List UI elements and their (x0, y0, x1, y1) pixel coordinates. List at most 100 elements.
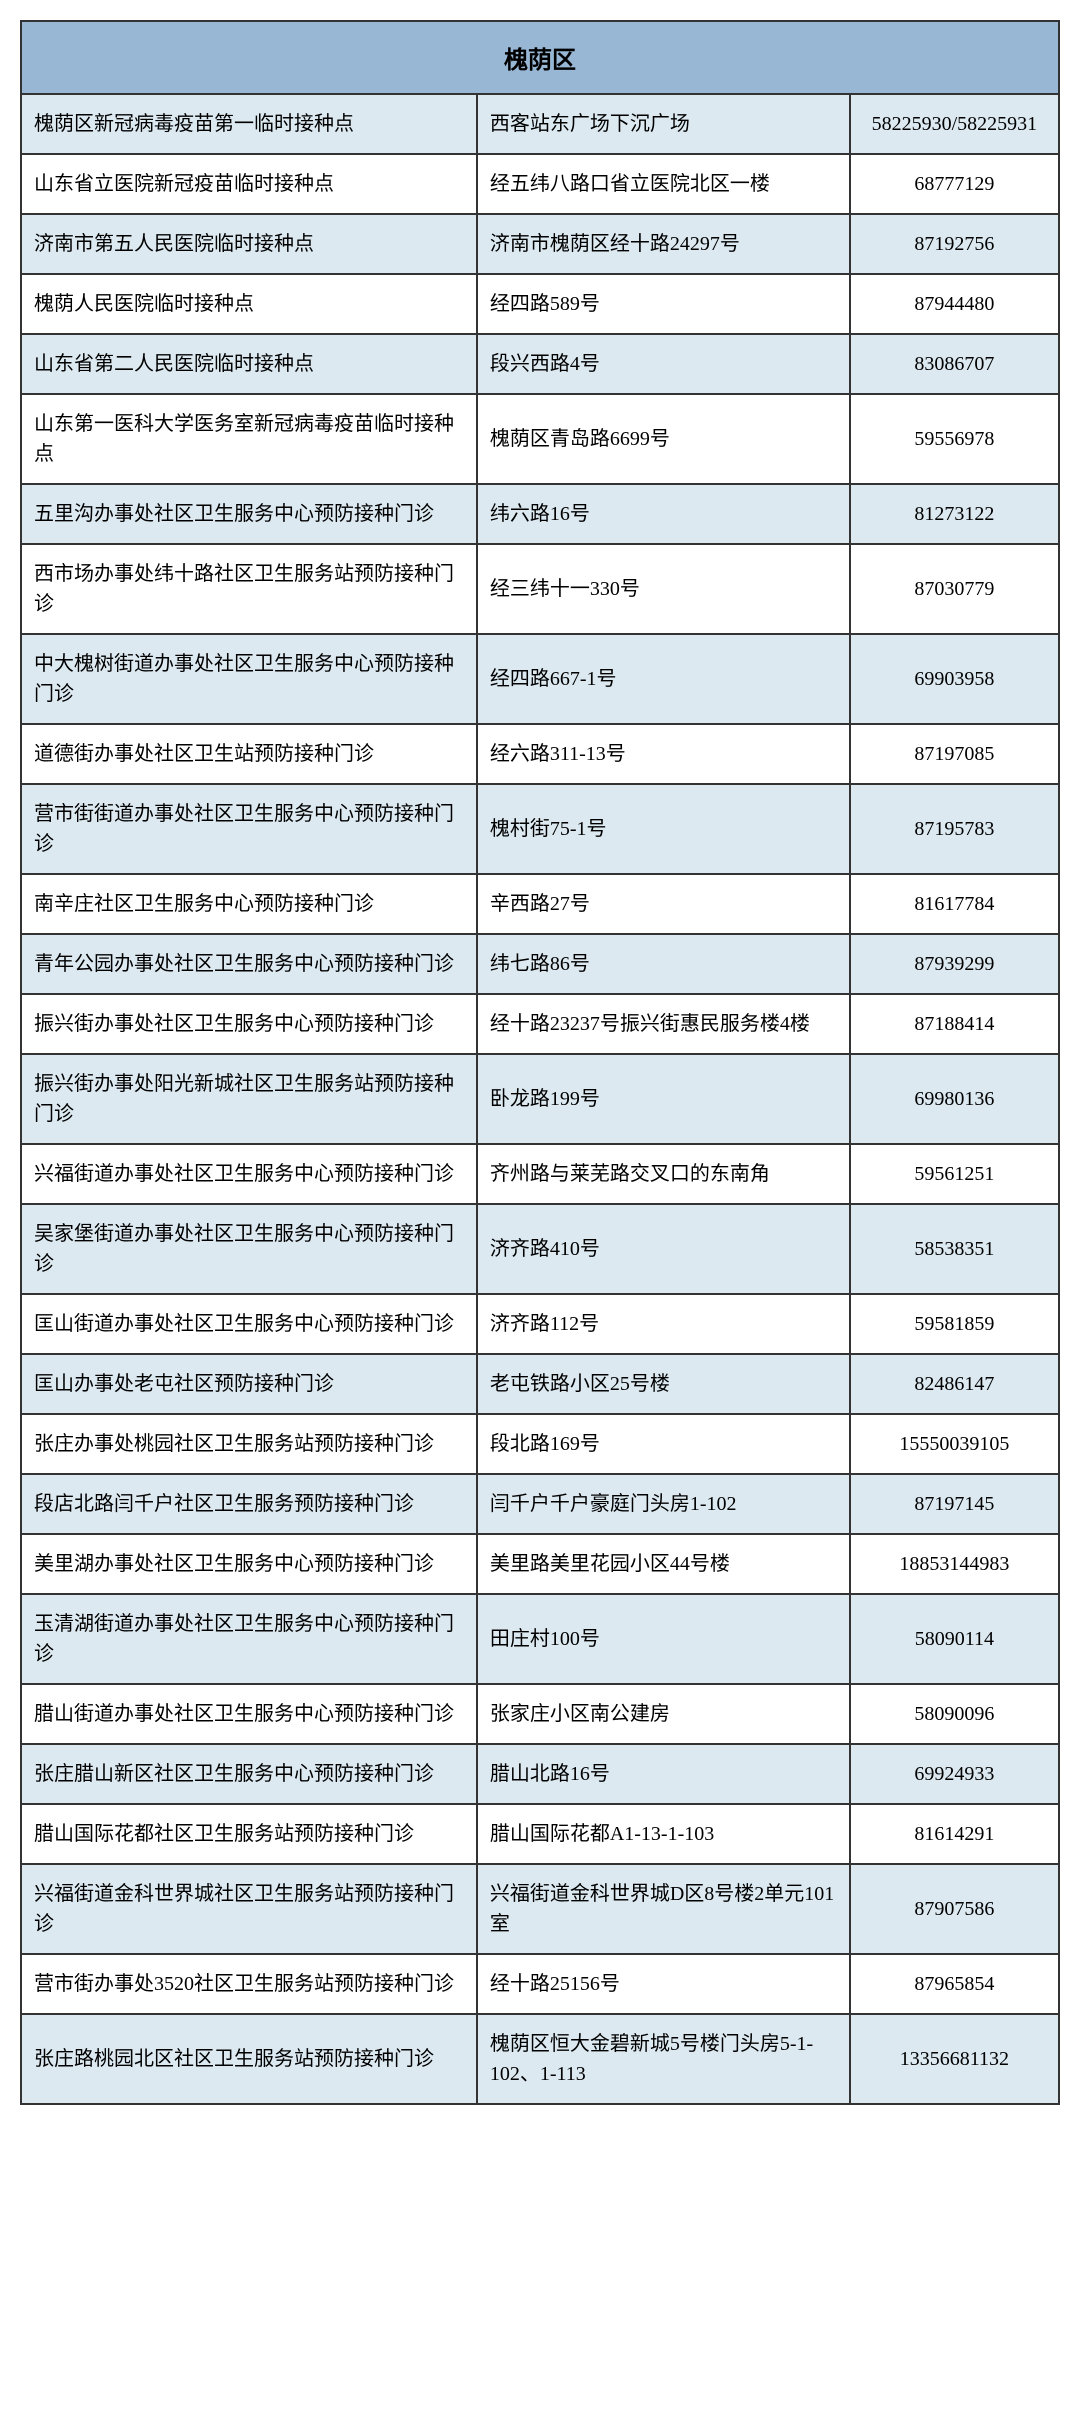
site-name-cell: 兴福街道办事处社区卫生服务中心预防接种门诊 (22, 1145, 478, 1203)
site-phone-cell: 81617784 (851, 875, 1058, 933)
site-address-cell: 经五纬八路口省立医院北区一楼 (478, 155, 851, 213)
site-name-cell: 山东省立医院新冠疫苗临时接种点 (22, 155, 478, 213)
site-phone-cell: 87192756 (851, 215, 1058, 273)
table-row: 道德街办事处社区卫生站预防接种门诊经六路311-13号87197085 (22, 725, 1058, 785)
site-address-cell: 齐州路与莱芜路交叉口的东南角 (478, 1145, 851, 1203)
table-row: 张庄办事处桃园社区卫生服务站预防接种门诊段北路169号15550039105 (22, 1415, 1058, 1475)
table-row: 兴福街道办事处社区卫生服务中心预防接种门诊齐州路与莱芜路交叉口的东南角59561… (22, 1145, 1058, 1205)
site-phone-cell: 69924933 (851, 1745, 1058, 1803)
site-phone-cell: 15550039105 (851, 1415, 1058, 1473)
site-name-cell: 张庄腊山新区社区卫生服务中心预防接种门诊 (22, 1745, 478, 1803)
site-name-cell: 兴福街道金科世界城社区卫生服务站预防接种门诊 (22, 1865, 478, 1953)
site-address-cell: 闫千户千户豪庭门头房1-102 (478, 1475, 851, 1533)
table-row: 营市街办事处3520社区卫生服务站预防接种门诊经十路25156号87965854 (22, 1955, 1058, 2015)
site-name-cell: 张庄路桃园北区社区卫生服务站预防接种门诊 (22, 2015, 478, 2103)
site-address-cell: 经十路25156号 (478, 1955, 851, 2013)
site-phone-cell: 69903958 (851, 635, 1058, 723)
site-phone-cell: 58538351 (851, 1205, 1058, 1293)
site-phone-cell: 87944480 (851, 275, 1058, 333)
site-address-cell: 经四路589号 (478, 275, 851, 333)
site-phone-cell: 82486147 (851, 1355, 1058, 1413)
table-row: 山东省立医院新冠疫苗临时接种点经五纬八路口省立医院北区一楼68777129 (22, 155, 1058, 215)
table-row: 兴福街道金科世界城社区卫生服务站预防接种门诊兴福街道金科世界城D区8号楼2单元1… (22, 1865, 1058, 1955)
table-header: 槐荫区 (22, 22, 1058, 95)
site-name-cell: 营市街街道办事处社区卫生服务中心预防接种门诊 (22, 785, 478, 873)
site-name-cell: 青年公园办事处社区卫生服务中心预防接种门诊 (22, 935, 478, 993)
site-name-cell: 中大槐树街道办事处社区卫生服务中心预防接种门诊 (22, 635, 478, 723)
site-phone-cell: 87965854 (851, 1955, 1058, 2013)
site-address-cell: 经四路667-1号 (478, 635, 851, 723)
table-row: 腊山街道办事处社区卫生服务中心预防接种门诊张家庄小区南公建房58090096 (22, 1685, 1058, 1745)
site-phone-cell: 87188414 (851, 995, 1058, 1053)
site-name-cell: 营市街办事处3520社区卫生服务站预防接种门诊 (22, 1955, 478, 2013)
site-address-cell: 经六路311-13号 (478, 725, 851, 783)
site-name-cell: 济南市第五人民医院临时接种点 (22, 215, 478, 273)
site-name-cell: 南辛庄社区卫生服务中心预防接种门诊 (22, 875, 478, 933)
table-row: 青年公园办事处社区卫生服务中心预防接种门诊纬七路86号87939299 (22, 935, 1058, 995)
site-address-cell: 卧龙路199号 (478, 1055, 851, 1143)
site-phone-cell: 83086707 (851, 335, 1058, 393)
table-row: 西市场办事处纬十路社区卫生服务站预防接种门诊经三纬十一330号87030779 (22, 545, 1058, 635)
site-address-cell: 纬六路16号 (478, 485, 851, 543)
site-name-cell: 匡山街道办事处社区卫生服务中心预防接种门诊 (22, 1295, 478, 1353)
site-name-cell: 振兴街办事处社区卫生服务中心预防接种门诊 (22, 995, 478, 1053)
site-name-cell: 五里沟办事处社区卫生服务中心预防接种门诊 (22, 485, 478, 543)
site-name-cell: 山东省第二人民医院临时接种点 (22, 335, 478, 393)
site-address-cell: 济齐路410号 (478, 1205, 851, 1293)
site-phone-cell: 87197085 (851, 725, 1058, 783)
site-address-cell: 济南市槐荫区经十路24297号 (478, 215, 851, 273)
table-row: 匡山办事处老屯社区预防接种门诊老屯铁路小区25号楼82486147 (22, 1355, 1058, 1415)
site-address-cell: 美里路美里花园小区44号楼 (478, 1535, 851, 1593)
site-phone-cell: 87907586 (851, 1865, 1058, 1953)
table-row: 五里沟办事处社区卫生服务中心预防接种门诊纬六路16号81273122 (22, 485, 1058, 545)
site-name-cell: 腊山街道办事处社区卫生服务中心预防接种门诊 (22, 1685, 478, 1743)
site-name-cell: 道德街办事处社区卫生站预防接种门诊 (22, 725, 478, 783)
table-row: 腊山国际花都社区卫生服务站预防接种门诊腊山国际花都A1-13-1-1038161… (22, 1805, 1058, 1865)
site-address-cell: 兴福街道金科世界城D区8号楼2单元101室 (478, 1865, 851, 1953)
site-name-cell: 段店北路闫千户社区卫生服务预防接种门诊 (22, 1475, 478, 1533)
table-row: 吴家堡街道办事处社区卫生服务中心预防接种门诊济齐路410号58538351 (22, 1205, 1058, 1295)
site-name-cell: 吴家堡街道办事处社区卫生服务中心预防接种门诊 (22, 1205, 478, 1293)
site-name-cell: 腊山国际花都社区卫生服务站预防接种门诊 (22, 1805, 478, 1863)
table-row: 南辛庄社区卫生服务中心预防接种门诊辛西路27号81617784 (22, 875, 1058, 935)
site-phone-cell: 59581859 (851, 1295, 1058, 1353)
site-address-cell: 老屯铁路小区25号楼 (478, 1355, 851, 1413)
site-name-cell: 玉清湖街道办事处社区卫生服务中心预防接种门诊 (22, 1595, 478, 1683)
site-name-cell: 振兴街办事处阳光新城社区卫生服务站预防接种门诊 (22, 1055, 478, 1143)
table-body: 槐荫区新冠病毒疫苗第一临时接种点西客站东广场下沉广场58225930/58225… (22, 95, 1058, 2103)
table-row: 中大槐树街道办事处社区卫生服务中心预防接种门诊经四路667-1号69903958 (22, 635, 1058, 725)
site-address-cell: 张家庄小区南公建房 (478, 1685, 851, 1743)
site-address-cell: 经三纬十一330号 (478, 545, 851, 633)
table-row: 振兴街办事处社区卫生服务中心预防接种门诊经十路23237号振兴街惠民服务楼4楼8… (22, 995, 1058, 1055)
table-row: 振兴街办事处阳光新城社区卫生服务站预防接种门诊卧龙路199号69980136 (22, 1055, 1058, 1145)
table-row: 槐荫区新冠病毒疫苗第一临时接种点西客站东广场下沉广场58225930/58225… (22, 95, 1058, 155)
site-address-cell: 槐荫区青岛路6699号 (478, 395, 851, 483)
table-row: 美里湖办事处社区卫生服务中心预防接种门诊美里路美里花园小区44号楼1885314… (22, 1535, 1058, 1595)
site-phone-cell: 59561251 (851, 1145, 1058, 1203)
site-address-cell: 田庄村100号 (478, 1595, 851, 1683)
site-phone-cell: 87195783 (851, 785, 1058, 873)
table-row: 山东省第二人民医院临时接种点段兴西路4号83086707 (22, 335, 1058, 395)
site-address-cell: 腊山国际花都A1-13-1-103 (478, 1805, 851, 1863)
site-address-cell: 腊山北路16号 (478, 1745, 851, 1803)
site-address-cell: 槐荫区恒大金碧新城5号楼门头房5-1-102、1-113 (478, 2015, 851, 2103)
table-row: 段店北路闫千户社区卫生服务预防接种门诊闫千户千户豪庭门头房1-102871971… (22, 1475, 1058, 1535)
site-phone-cell: 87030779 (851, 545, 1058, 633)
site-address-cell: 段兴西路4号 (478, 335, 851, 393)
table-row: 济南市第五人民医院临时接种点济南市槐荫区经十路24297号87192756 (22, 215, 1058, 275)
site-phone-cell: 13356681132 (851, 2015, 1058, 2103)
site-name-cell: 美里湖办事处社区卫生服务中心预防接种门诊 (22, 1535, 478, 1593)
vaccination-sites-table: 槐荫区 槐荫区新冠病毒疫苗第一临时接种点西客站东广场下沉广场58225930/5… (20, 20, 1060, 2105)
table-row: 营市街街道办事处社区卫生服务中心预防接种门诊槐村街75-1号87195783 (22, 785, 1058, 875)
site-address-cell: 段北路169号 (478, 1415, 851, 1473)
site-address-cell: 西客站东广场下沉广场 (478, 95, 851, 153)
table-row: 张庄路桃园北区社区卫生服务站预防接种门诊槐荫区恒大金碧新城5号楼门头房5-1-1… (22, 2015, 1058, 2103)
site-phone-cell: 58090114 (851, 1595, 1058, 1683)
site-address-cell: 辛西路27号 (478, 875, 851, 933)
site-phone-cell: 81614291 (851, 1805, 1058, 1863)
site-address-cell: 济齐路112号 (478, 1295, 851, 1353)
site-address-cell: 经十路23237号振兴街惠民服务楼4楼 (478, 995, 851, 1053)
district-title: 槐荫区 (504, 48, 576, 74)
site-name-cell: 槐荫人民医院临时接种点 (22, 275, 478, 333)
table-row: 匡山街道办事处社区卫生服务中心预防接种门诊济齐路112号59581859 (22, 1295, 1058, 1355)
